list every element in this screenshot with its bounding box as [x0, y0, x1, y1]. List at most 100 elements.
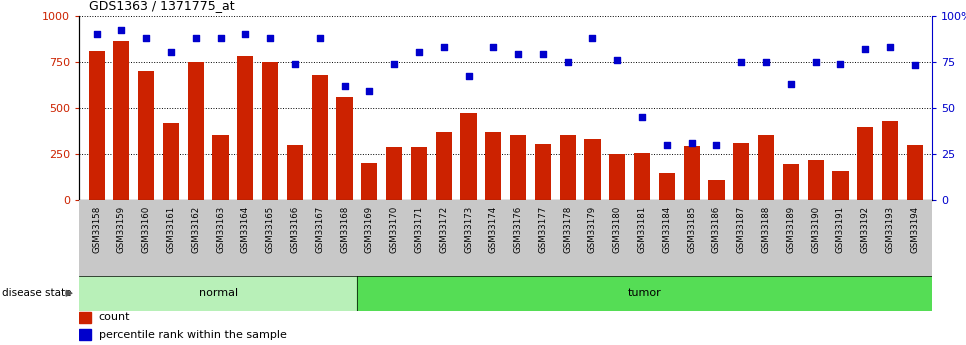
Point [610, 57, 625, 62]
Bar [238, 56, 253, 200]
Point [461, 74, 476, 79]
Text: GSM33181: GSM33181 [638, 206, 646, 254]
Text: GSM33167: GSM33167 [315, 206, 325, 254]
Text: GSM33189: GSM33189 [786, 206, 795, 253]
Bar [89, 51, 104, 200]
Bar [510, 135, 526, 200]
Point [907, 62, 923, 68]
Point [436, 44, 451, 50]
Point [412, 50, 427, 55]
Text: GSM33172: GSM33172 [440, 206, 448, 254]
Point [312, 35, 327, 40]
Text: tumor: tumor [628, 288, 662, 298]
Bar [535, 144, 551, 200]
Text: GSM33159: GSM33159 [117, 206, 126, 253]
Bar [782, 164, 799, 200]
Bar [287, 145, 303, 200]
Text: GSM33176: GSM33176 [514, 206, 523, 254]
Point [758, 59, 774, 65]
Point [510, 51, 526, 57]
Bar [79, 276, 356, 310]
Bar [138, 71, 155, 200]
Text: GSM33188: GSM33188 [761, 206, 771, 254]
Text: GSM33194: GSM33194 [910, 206, 920, 253]
Point [114, 28, 129, 33]
Text: GSM33191: GSM33191 [836, 206, 845, 253]
Text: GSM33164: GSM33164 [241, 206, 250, 254]
Text: GSM33177: GSM33177 [538, 206, 548, 254]
Bar [79, 329, 91, 340]
Point [733, 59, 749, 65]
Bar [262, 62, 278, 200]
Point [833, 61, 848, 66]
Point [858, 46, 873, 51]
Point [287, 61, 302, 66]
Text: GSM33166: GSM33166 [291, 206, 299, 254]
Text: GSM33180: GSM33180 [612, 206, 622, 254]
Bar [907, 145, 923, 200]
Text: count: count [99, 313, 130, 322]
Bar [163, 122, 179, 200]
Bar [833, 170, 848, 200]
Bar [411, 147, 427, 200]
Bar [634, 153, 650, 200]
Bar [336, 97, 353, 200]
Bar [758, 136, 774, 200]
Text: percentile rank within the sample: percentile rank within the sample [99, 330, 286, 339]
Text: GSM33158: GSM33158 [92, 206, 101, 254]
Bar [213, 136, 229, 200]
Point [89, 31, 104, 37]
Text: GSM33184: GSM33184 [663, 206, 671, 254]
Point [163, 50, 179, 55]
Point [361, 88, 377, 94]
Bar [610, 154, 625, 200]
Text: GSM33174: GSM33174 [489, 206, 497, 254]
Bar [187, 62, 204, 200]
Text: GSM33168: GSM33168 [340, 206, 349, 254]
Point [560, 59, 576, 65]
Text: GSM33178: GSM33178 [563, 206, 572, 254]
Point [213, 35, 228, 40]
Point [709, 142, 724, 148]
Bar [659, 173, 675, 200]
Point [337, 83, 353, 88]
Bar [733, 143, 750, 200]
Bar [79, 312, 91, 323]
Text: GSM33187: GSM33187 [737, 206, 746, 254]
Text: GSM33161: GSM33161 [166, 206, 176, 254]
Text: GSM33163: GSM33163 [216, 206, 225, 254]
Point [808, 59, 823, 65]
Bar [808, 160, 824, 200]
Text: GSM33185: GSM33185 [687, 206, 696, 254]
Text: GSM33193: GSM33193 [886, 206, 895, 253]
Bar [857, 127, 873, 200]
Text: GSM33170: GSM33170 [389, 206, 399, 254]
Text: GSM33160: GSM33160 [142, 206, 151, 254]
Bar [485, 132, 501, 200]
Point [263, 35, 278, 40]
Point [238, 31, 253, 37]
Text: GDS1363 / 1371775_at: GDS1363 / 1371775_at [89, 0, 235, 12]
Text: GSM33173: GSM33173 [464, 206, 473, 254]
Bar [882, 121, 898, 200]
Bar [361, 163, 378, 200]
Point [386, 61, 402, 66]
Point [188, 35, 204, 40]
Text: disease state: disease state [2, 288, 71, 298]
Text: GSM33192: GSM33192 [861, 206, 869, 253]
Bar [559, 136, 576, 200]
Text: GSM33179: GSM33179 [588, 206, 597, 253]
Bar [436, 132, 452, 200]
Bar [584, 139, 601, 200]
Text: GSM33171: GSM33171 [414, 206, 423, 254]
Bar [312, 75, 327, 200]
Point [535, 51, 551, 57]
Point [584, 35, 600, 40]
Text: GSM33162: GSM33162 [191, 206, 200, 254]
Point [635, 114, 650, 120]
Bar [356, 276, 932, 310]
Bar [113, 41, 129, 200]
Text: GSM33186: GSM33186 [712, 206, 721, 254]
Text: GSM33165: GSM33165 [266, 206, 274, 254]
Bar [461, 114, 476, 200]
